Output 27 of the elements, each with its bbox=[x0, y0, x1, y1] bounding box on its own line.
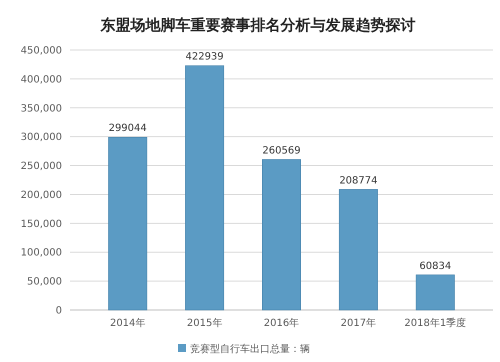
data-label: 208774 bbox=[339, 175, 378, 186]
y-tick-label: 250,000 bbox=[20, 161, 62, 172]
legend-label: 竞赛型自行车出口总量：辆 bbox=[190, 343, 310, 355]
x-tick-label: 2016年 bbox=[264, 317, 300, 329]
data-label: 60834 bbox=[419, 260, 452, 272]
bar bbox=[108, 136, 148, 310]
y-tick-label: 150,000 bbox=[20, 218, 62, 230]
bar bbox=[338, 189, 378, 310]
y-tick-label: 0 bbox=[56, 306, 62, 316]
y-tick-label: 50,000 bbox=[27, 276, 62, 288]
data-label: 299044 bbox=[108, 123, 147, 134]
bar bbox=[416, 274, 455, 310]
data-label: 260569 bbox=[262, 145, 301, 156]
bar bbox=[262, 159, 301, 310]
y-tick-label: 300,000 bbox=[20, 132, 62, 144]
y-tick-label: 350,000 bbox=[20, 103, 62, 114]
y-tick-label: 200,000 bbox=[20, 190, 62, 201]
x-tick-label: 2015年 bbox=[186, 317, 222, 329]
x-tick-label: 2014年 bbox=[110, 317, 146, 329]
y-tick-label: 400,000 bbox=[20, 74, 62, 86]
chart-title: 东盟场地脚车重要赛事排名分析与发展趋势探讨 bbox=[100, 16, 416, 34]
y-tick-label: 100,000 bbox=[20, 248, 62, 259]
bar bbox=[185, 65, 224, 310]
x-tick-label: 2017年 bbox=[340, 317, 376, 329]
y-tick-label: 450,000 bbox=[20, 46, 62, 56]
x-tick-label: 2018年1季度 bbox=[404, 317, 466, 329]
data-label: 422939 bbox=[185, 52, 224, 63]
